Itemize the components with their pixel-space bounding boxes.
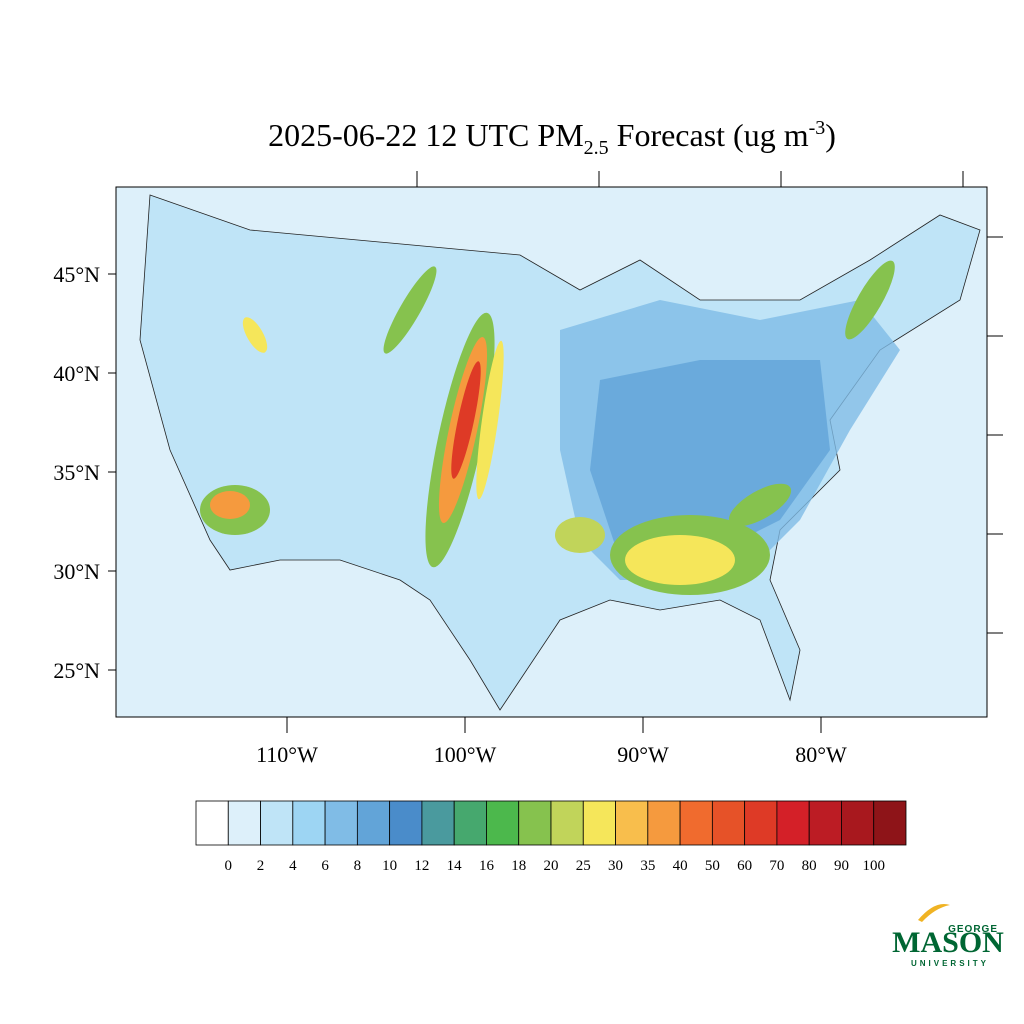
colorbar-swatch — [873, 800, 907, 846]
logo-name: MASON — [892, 926, 1004, 959]
colorbar-label: 0 — [225, 858, 233, 874]
colorbar-swatch — [195, 800, 229, 846]
colorbar-label: 20 — [544, 858, 559, 874]
colorbar-swatch — [744, 800, 778, 846]
title-main: 2025-06-22 12 UTC PM — [268, 117, 584, 153]
logo-top: GEORGE — [948, 924, 998, 935]
colorbar-label: 25 — [576, 858, 591, 874]
colorbar-swatch — [518, 800, 552, 846]
colorbar-label: 18 — [511, 858, 526, 874]
colorbar-swatch — [324, 800, 358, 846]
colorbar-label: 10 — [382, 858, 397, 874]
colorbar: 0 2 4 6 8 10 12 14 16 18 20 25 30 35 40 50 60 70 80 90 100 — [195, 800, 907, 874]
lon-label: 100°W — [434, 742, 497, 767]
colorbar-swatch — [776, 800, 810, 846]
colorbar-swatch — [647, 800, 681, 846]
colorbar-swatch — [421, 800, 455, 846]
colorbar-label: 35 — [640, 858, 655, 874]
colorbar-swatch — [679, 800, 713, 846]
lon-label: 110°W — [256, 742, 318, 767]
logo-bottom: UNIVERSITY — [911, 959, 989, 968]
colorbar-swatch — [550, 800, 584, 846]
colorbar-swatch — [582, 800, 616, 846]
lat-label: 40°N — [53, 361, 100, 386]
map — [115, 186, 988, 718]
colorbar-label: 50 — [705, 858, 720, 874]
colorbar-label: 100 — [862, 858, 885, 874]
colorbar-label: 6 — [321, 858, 329, 874]
colorbar-label: 60 — [737, 858, 752, 874]
title-sup: -3 — [809, 117, 826, 139]
colorbar-label: 16 — [479, 858, 495, 874]
lat-label: 30°N — [53, 559, 100, 584]
colorbar-label: 90 — [834, 858, 849, 874]
title: 2025-06-22 12 UTC PM2.5 Forecast (ug m-3… — [268, 117, 836, 159]
lat-label: 35°N — [53, 460, 100, 485]
title-end: ) — [825, 117, 836, 153]
colorbar-swatch — [356, 800, 391, 846]
colorbar-label: 14 — [447, 858, 463, 874]
colorbar-swatch — [453, 800, 487, 846]
lon-label: 90°W — [617, 742, 669, 767]
colorbar-label: 2 — [257, 858, 265, 874]
colorbar-label: 70 — [769, 858, 784, 874]
colorbar-label: 80 — [802, 858, 817, 874]
colorbar-swatch — [292, 800, 326, 846]
colorbar-label: 8 — [354, 858, 362, 874]
colorbar-swatch — [711, 800, 746, 846]
lat-label: 45°N — [53, 262, 100, 287]
colorbar-swatch — [615, 800, 649, 846]
title-sub: 2.5 — [584, 137, 609, 159]
colorbar-swatch — [389, 800, 423, 846]
logo: GEORGE MASON UNIVERSITY — [892, 904, 1004, 968]
colorbar-swatch — [841, 800, 875, 846]
axes: 45°N 40°N 35°N 30°N 25°N 110°W 100°W 90°W 80°W — [53, 171, 1003, 767]
colorbar-swatch — [486, 800, 520, 846]
colorbar-swatch — [227, 800, 261, 846]
lon-label: 80°W — [795, 742, 847, 767]
colorbar-swatch — [260, 800, 294, 846]
colorbar-label: 30 — [608, 858, 623, 874]
colorbar-swatch — [808, 800, 842, 846]
lat-label: 25°N — [53, 658, 100, 683]
colorbar-label: 4 — [289, 858, 297, 874]
title-rest: Forecast (ug m — [609, 117, 809, 153]
colorbar-label: 12 — [414, 858, 429, 874]
colorbar-label: 40 — [673, 858, 688, 874]
